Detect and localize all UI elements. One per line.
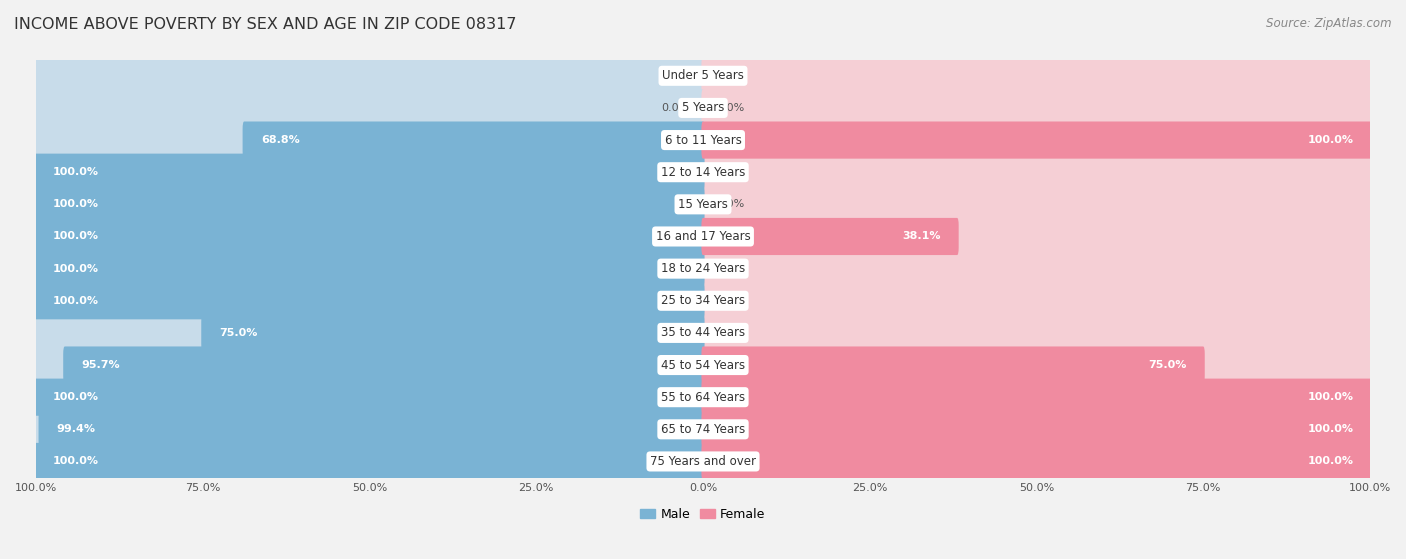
FancyBboxPatch shape — [35, 57, 704, 94]
FancyBboxPatch shape — [702, 314, 1371, 352]
FancyBboxPatch shape — [702, 121, 1371, 159]
Text: 100.0%: 100.0% — [53, 392, 98, 402]
FancyBboxPatch shape — [37, 285, 1369, 317]
Text: Source: ZipAtlas.com: Source: ZipAtlas.com — [1267, 17, 1392, 30]
Text: 75 Years and over: 75 Years and over — [650, 455, 756, 468]
Text: 15 Years: 15 Years — [678, 198, 728, 211]
FancyBboxPatch shape — [35, 411, 704, 448]
FancyBboxPatch shape — [243, 121, 704, 159]
Text: 45 to 54 Years: 45 to 54 Years — [661, 358, 745, 372]
FancyBboxPatch shape — [702, 154, 1371, 191]
Text: 75.0%: 75.0% — [219, 328, 257, 338]
FancyBboxPatch shape — [35, 282, 704, 319]
Text: 65 to 74 Years: 65 to 74 Years — [661, 423, 745, 436]
Text: 38.1%: 38.1% — [901, 231, 941, 241]
FancyBboxPatch shape — [35, 250, 704, 287]
FancyBboxPatch shape — [702, 378, 1371, 416]
FancyBboxPatch shape — [35, 250, 704, 287]
Text: 12 to 14 Years: 12 to 14 Years — [661, 165, 745, 179]
FancyBboxPatch shape — [37, 253, 1369, 285]
FancyBboxPatch shape — [702, 89, 1371, 126]
Text: INCOME ABOVE POVERTY BY SEX AND AGE IN ZIP CODE 08317: INCOME ABOVE POVERTY BY SEX AND AGE IN Z… — [14, 17, 516, 32]
FancyBboxPatch shape — [37, 317, 1369, 349]
Text: 100.0%: 100.0% — [53, 296, 98, 306]
FancyBboxPatch shape — [35, 443, 704, 480]
Text: 0.0%: 0.0% — [716, 167, 745, 177]
FancyBboxPatch shape — [702, 250, 1371, 287]
FancyBboxPatch shape — [702, 218, 959, 255]
Text: 35 to 44 Years: 35 to 44 Years — [661, 326, 745, 339]
Text: 0.0%: 0.0% — [661, 71, 690, 81]
FancyBboxPatch shape — [37, 413, 1369, 446]
FancyBboxPatch shape — [702, 378, 1371, 416]
FancyBboxPatch shape — [702, 411, 1371, 448]
FancyBboxPatch shape — [35, 443, 704, 480]
Text: 0.0%: 0.0% — [661, 103, 690, 113]
FancyBboxPatch shape — [702, 443, 1371, 480]
Text: 0.0%: 0.0% — [716, 71, 745, 81]
FancyBboxPatch shape — [35, 89, 704, 126]
Text: 100.0%: 100.0% — [53, 231, 98, 241]
Text: Under 5 Years: Under 5 Years — [662, 69, 744, 82]
Text: 6 to 11 Years: 6 to 11 Years — [665, 134, 741, 146]
Text: 100.0%: 100.0% — [53, 457, 98, 466]
FancyBboxPatch shape — [702, 347, 1371, 383]
FancyBboxPatch shape — [37, 92, 1369, 124]
FancyBboxPatch shape — [702, 121, 1371, 159]
FancyBboxPatch shape — [35, 218, 704, 255]
FancyBboxPatch shape — [35, 186, 704, 223]
FancyBboxPatch shape — [35, 218, 704, 255]
Text: 18 to 24 Years: 18 to 24 Years — [661, 262, 745, 275]
FancyBboxPatch shape — [702, 218, 1371, 255]
FancyBboxPatch shape — [37, 349, 1369, 381]
FancyBboxPatch shape — [702, 347, 1205, 383]
FancyBboxPatch shape — [702, 411, 1371, 448]
FancyBboxPatch shape — [35, 186, 704, 223]
Text: 0.0%: 0.0% — [716, 103, 745, 113]
FancyBboxPatch shape — [35, 314, 704, 352]
Legend: Male, Female: Male, Female — [636, 503, 770, 525]
Text: 68.8%: 68.8% — [262, 135, 299, 145]
Text: 0.0%: 0.0% — [716, 328, 745, 338]
FancyBboxPatch shape — [35, 154, 704, 191]
FancyBboxPatch shape — [37, 220, 1369, 253]
Text: 100.0%: 100.0% — [53, 264, 98, 273]
Text: 99.4%: 99.4% — [56, 424, 96, 434]
FancyBboxPatch shape — [35, 121, 704, 159]
Text: 100.0%: 100.0% — [53, 200, 98, 209]
FancyBboxPatch shape — [37, 60, 1369, 92]
FancyBboxPatch shape — [702, 282, 1371, 319]
FancyBboxPatch shape — [35, 154, 704, 191]
FancyBboxPatch shape — [37, 156, 1369, 188]
FancyBboxPatch shape — [35, 282, 704, 319]
Text: 100.0%: 100.0% — [53, 167, 98, 177]
Text: 25 to 34 Years: 25 to 34 Years — [661, 294, 745, 307]
Text: 100.0%: 100.0% — [1308, 135, 1353, 145]
Text: 100.0%: 100.0% — [1308, 392, 1353, 402]
Text: 100.0%: 100.0% — [1308, 457, 1353, 466]
FancyBboxPatch shape — [38, 411, 704, 448]
FancyBboxPatch shape — [35, 347, 704, 383]
FancyBboxPatch shape — [35, 378, 704, 416]
FancyBboxPatch shape — [201, 314, 704, 352]
Text: 95.7%: 95.7% — [82, 360, 120, 370]
Text: 0.0%: 0.0% — [716, 264, 745, 273]
Text: 5 Years: 5 Years — [682, 101, 724, 115]
Text: 0.0%: 0.0% — [716, 200, 745, 209]
FancyBboxPatch shape — [37, 381, 1369, 413]
Text: 55 to 64 Years: 55 to 64 Years — [661, 391, 745, 404]
FancyBboxPatch shape — [63, 347, 704, 383]
Text: 0.0%: 0.0% — [716, 296, 745, 306]
FancyBboxPatch shape — [35, 378, 704, 416]
FancyBboxPatch shape — [37, 446, 1369, 477]
FancyBboxPatch shape — [702, 186, 1371, 223]
FancyBboxPatch shape — [37, 124, 1369, 156]
FancyBboxPatch shape — [37, 188, 1369, 220]
FancyBboxPatch shape — [702, 443, 1371, 480]
Text: 75.0%: 75.0% — [1149, 360, 1187, 370]
Text: 16 and 17 Years: 16 and 17 Years — [655, 230, 751, 243]
FancyBboxPatch shape — [702, 57, 1371, 94]
Text: 100.0%: 100.0% — [1308, 424, 1353, 434]
